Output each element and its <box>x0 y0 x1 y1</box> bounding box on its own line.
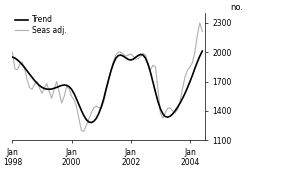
Legend: Trend, Seas adj.: Trend, Seas adj. <box>14 15 67 36</box>
Text: no.: no. <box>230 3 243 12</box>
